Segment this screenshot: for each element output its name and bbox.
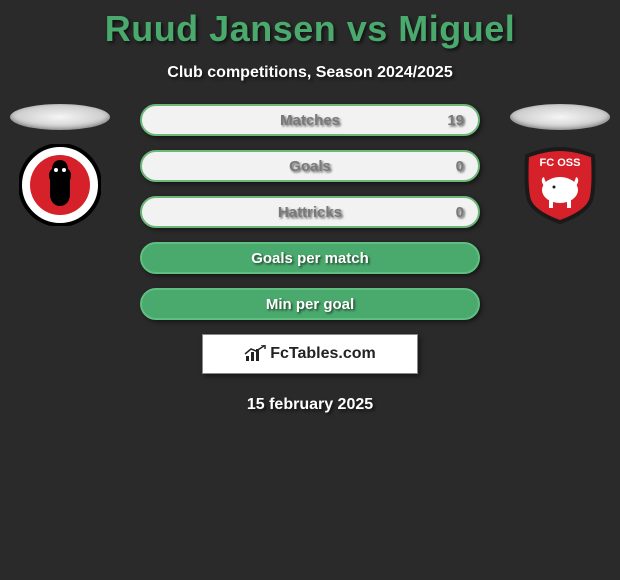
player-right-slot [510, 104, 610, 130]
stat-label: Goals [289, 158, 331, 175]
stat-label: Matches [280, 112, 340, 129]
stat-label: Min per goal [266, 296, 354, 313]
stat-row: Min per goal [140, 288, 480, 320]
stat-row: Goals per match [140, 242, 480, 274]
svg-text:FC OSS: FC OSS [540, 157, 581, 169]
chart-icon [244, 345, 266, 363]
player-left-slot [10, 104, 110, 130]
stat-row: Goals 0 [140, 150, 480, 182]
brand-text: FcTables.com [270, 345, 376, 363]
stat-label: Hattricks [278, 204, 342, 221]
player-left-column [10, 104, 110, 226]
club-logo-right: FC OSS [519, 144, 601, 226]
stat-value: 19 [447, 112, 464, 129]
stat-value: 0 [456, 204, 464, 221]
page-title: Ruud Jansen vs Miguel [0, 0, 620, 50]
stats-list: Matches 19 Goals 0 Hattricks 0 Goals per match… [140, 104, 480, 320]
stat-value: 0 [456, 158, 464, 175]
date-text: 15 february 2025 [0, 396, 620, 414]
brand-attribution: FcTables.com [202, 334, 418, 374]
player-right-column: FC OSS [510, 104, 610, 226]
subtitle: Club competitions, Season 2024/2025 [0, 64, 620, 82]
stat-label: Goals per match [251, 250, 369, 267]
club-logo-left [19, 144, 101, 226]
stat-row: Hattricks 0 [140, 196, 480, 228]
comparison-area: FC OSS Matches 19 Goals 0 Hattricks 0 Goals pe… [0, 104, 620, 414]
stat-row: Matches 19 [140, 104, 480, 136]
